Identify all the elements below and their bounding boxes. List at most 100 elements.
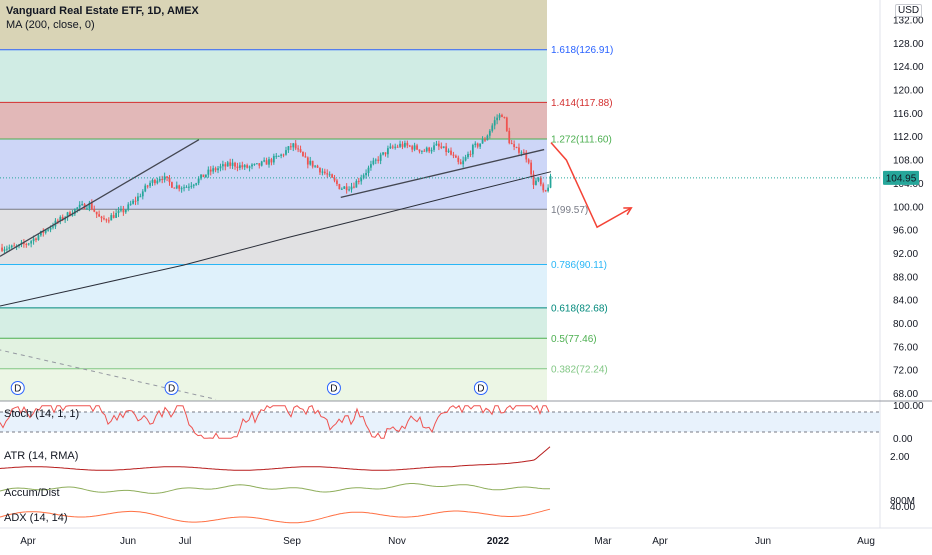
- adx-line: [0, 508, 551, 524]
- candle-body: [365, 173, 367, 176]
- candle-body: [496, 117, 499, 121]
- candle-body: [25, 244, 28, 246]
- chart-title: Vanguard Real Estate ETF, 1D, AMEX: [6, 5, 199, 17]
- candle-body: [336, 180, 338, 185]
- candle-body: [549, 175, 552, 188]
- candle-body: [428, 147, 431, 152]
- candle-body: [503, 117, 506, 119]
- candle-body: [319, 167, 321, 173]
- candle-body: [384, 152, 387, 155]
- x-tick-label: Sep: [283, 536, 301, 547]
- candle-body: [78, 204, 81, 208]
- candle-body: [425, 147, 428, 152]
- candle-body: [69, 212, 71, 216]
- candle-body: [462, 160, 465, 165]
- candle-body: [275, 155, 278, 157]
- candle-body: [486, 135, 489, 141]
- candle-body: [282, 154, 285, 156]
- trendline: [0, 139, 200, 257]
- candle-body: [343, 186, 346, 189]
- candle-body: [35, 238, 37, 240]
- candle-body: [544, 190, 547, 192]
- fib-band: [0, 209, 547, 265]
- candle-body: [3, 249, 6, 251]
- candle-body: [32, 238, 35, 242]
- candle-body: [520, 152, 523, 154]
- candle-body: [122, 208, 125, 213]
- candle-body: [81, 203, 84, 205]
- candle-body: [27, 243, 30, 245]
- candle-body: [255, 163, 258, 165]
- candle-body: [37, 235, 40, 240]
- candle-body: [418, 149, 421, 152]
- last-price-badge: [883, 170, 919, 185]
- candle-body: [105, 219, 108, 221]
- candle-body: [39, 230, 42, 236]
- candle-body: [459, 161, 462, 165]
- candle-body: [547, 187, 549, 192]
- candle-body: [464, 157, 467, 161]
- candle-body: [173, 187, 176, 189]
- candle-body: [331, 174, 333, 178]
- candle-body: [277, 155, 280, 157]
- candle-body: [406, 142, 409, 146]
- candle-body: [71, 214, 74, 216]
- candle-body: [161, 178, 164, 180]
- candle-body: [323, 171, 326, 174]
- candle-body: [258, 163, 261, 166]
- candle-body: [328, 174, 331, 176]
- candle-body: [488, 130, 491, 136]
- candle-body: [537, 177, 540, 181]
- candle-body: [190, 185, 193, 187]
- candle-body: [302, 151, 304, 157]
- candle-body: [394, 146, 397, 148]
- x-tick-label: Mar: [594, 536, 612, 547]
- stoch-band-fill: [0, 412, 880, 432]
- adx-title: ADX (14, 14): [4, 512, 68, 524]
- y-tick-label: 88.00: [893, 272, 918, 283]
- candle-body: [510, 143, 513, 145]
- candle-body: [134, 200, 137, 202]
- candle-body: [447, 150, 450, 153]
- y-tick-label: 84.00: [893, 296, 918, 307]
- candle-body: [387, 148, 389, 155]
- candle-body: [151, 179, 154, 183]
- candle-body: [396, 146, 399, 148]
- projection-arrow-head: [623, 207, 633, 216]
- x-tick-label: Jun: [120, 536, 136, 547]
- y-tick-label: 92.00: [893, 249, 918, 260]
- fib-band: [0, 338, 547, 369]
- y-tick-label: 72.00: [893, 366, 918, 377]
- y-tick-label: 80.00: [893, 319, 918, 330]
- fib-level-label: 1.272(111.60): [551, 135, 612, 146]
- candle-body: [8, 247, 11, 249]
- candle-body: [505, 117, 508, 131]
- candle-body: [287, 146, 290, 151]
- candle-body: [22, 242, 25, 245]
- candle-body: [61, 216, 64, 220]
- candle-body: [146, 185, 149, 187]
- candle-body: [95, 211, 98, 215]
- candle-body: [163, 176, 166, 180]
- trendline: [340, 148, 545, 199]
- candle-body: [304, 156, 307, 158]
- candle-body: [491, 125, 494, 131]
- candle-body: [289, 146, 292, 148]
- candle-body: [90, 202, 93, 210]
- candle-body: [42, 230, 45, 233]
- adx-tick: 40.00: [890, 502, 915, 513]
- candle-body: [437, 143, 440, 147]
- candle-body: [1, 247, 3, 251]
- candle-body: [229, 162, 232, 166]
- candle-body: [178, 185, 181, 189]
- candle-body: [132, 200, 134, 204]
- fib-level-label: 0.618(82.68): [551, 303, 608, 314]
- candle-body: [30, 241, 33, 244]
- candle-body: [214, 168, 217, 171]
- candle-body: [253, 163, 256, 165]
- currency-label[interactable]: USD: [895, 4, 923, 17]
- accum-dist-line: [0, 483, 550, 494]
- projection-arrow: [550, 142, 632, 229]
